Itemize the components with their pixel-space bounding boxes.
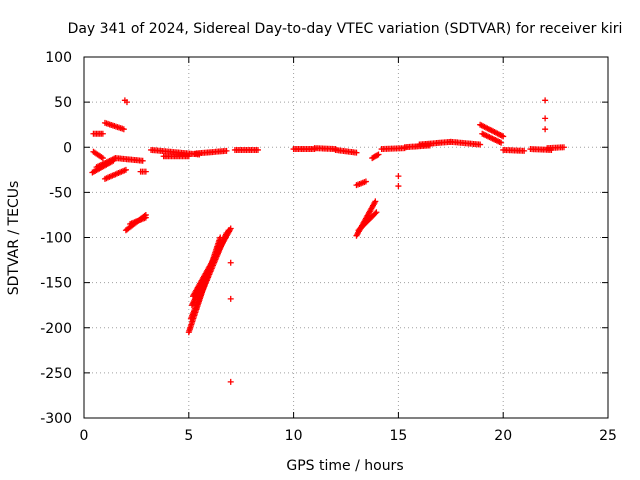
x-tick-label: 10: [285, 428, 303, 444]
data-point: [542, 115, 549, 122]
y-tick-label: 0: [63, 140, 72, 156]
x-tick-label: 5: [184, 428, 193, 444]
y-tick-label: 50: [54, 95, 72, 111]
data-point: [362, 178, 369, 185]
data-point: [542, 126, 549, 133]
data-point: [477, 141, 484, 148]
y-axis-title: SDTVAR / TECUs: [6, 181, 22, 296]
grid-lines: [84, 57, 608, 418]
data-point: [98, 154, 105, 161]
data-point: [122, 166, 129, 173]
data-point: [99, 130, 106, 137]
y-tick-label: -150: [40, 276, 72, 292]
data-point: [227, 225, 234, 232]
data-point: [500, 133, 507, 140]
chart-title: Day 341 of 2024, Sidereal Day-to-day VTE…: [68, 21, 623, 37]
data-point: [521, 147, 528, 154]
data-point: [374, 152, 381, 159]
data-point: [560, 144, 567, 151]
data-point: [373, 209, 380, 216]
data-point: [139, 157, 146, 164]
y-tick-label: -250: [40, 366, 72, 382]
x-tick-label: 20: [494, 428, 512, 444]
y-tick-label: -200: [40, 321, 72, 337]
data-point: [120, 126, 127, 133]
x-axis-title: GPS time / hours: [286, 458, 403, 474]
data-point: [123, 99, 130, 106]
x-tick-label: 25: [599, 428, 617, 444]
x-tick-label: 15: [389, 428, 407, 444]
data-point: [142, 214, 149, 221]
plot-frame: [83, 56, 609, 419]
data-point: [142, 168, 149, 175]
data-point: [223, 147, 230, 154]
data-point: [375, 151, 382, 158]
data-point: [372, 198, 379, 205]
data-point: [498, 139, 505, 146]
x-tick-label: 0: [80, 428, 89, 444]
data-points: [89, 97, 567, 385]
axis-ticks: 0 5 10 15 20 25 -300 -250 -200 -150 -100 -50 0 50 100: [40, 50, 617, 444]
y-tick-label: -50: [49, 185, 72, 201]
data-point: [353, 149, 360, 156]
data-point: [542, 97, 549, 104]
data-point: [395, 183, 402, 190]
data-point: [227, 378, 234, 385]
data-point: [227, 295, 234, 302]
y-tick-label: 100: [45, 50, 72, 66]
data-point: [227, 259, 234, 266]
data-point: [254, 146, 261, 153]
data-point: [99, 155, 106, 162]
data-point: [185, 153, 192, 160]
data-point: [372, 210, 379, 217]
data-point: [395, 173, 402, 180]
y-tick-label: -100: [40, 231, 72, 247]
y-tick-label: -300: [40, 411, 72, 427]
